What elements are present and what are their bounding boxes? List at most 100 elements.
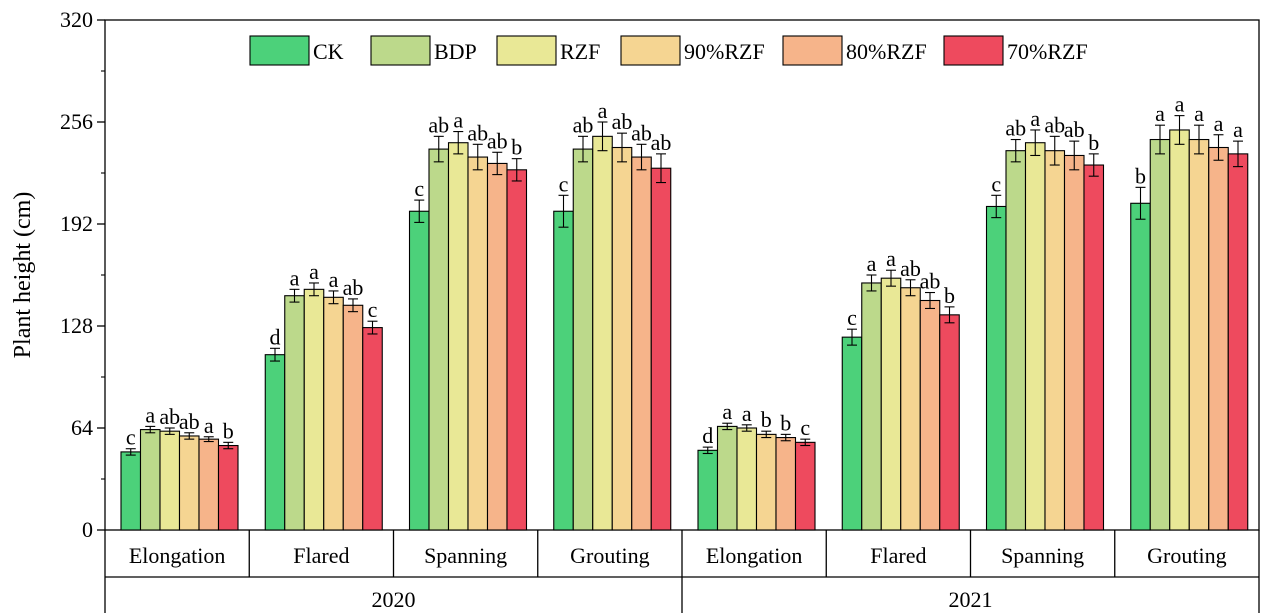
significance-letter: ab [900,256,921,281]
y-tick-label: 64 [71,415,93,440]
significance-letter: ab [428,112,449,137]
bar-90%RZF [611,146,633,531]
y-tick-label: 320 [60,7,93,32]
significance-letter: a [1194,101,1204,126]
bar-BDP [284,295,305,531]
stage-label: Spanning [424,543,507,568]
significance-letter: c [414,176,424,201]
y-tick-label: 128 [60,313,93,338]
bar-CK [841,336,863,531]
bar-CK [985,205,1007,531]
bar-80%RZF [342,304,364,531]
bar-CK [408,210,430,531]
significance-letter: ab [651,130,672,155]
bar-70%RZF [939,314,960,531]
bar-BDP [572,148,594,531]
bar-RZF [880,277,902,531]
stage-label: Elongation [129,543,226,568]
significance-letter: b [1135,163,1146,188]
significance-letter: c [368,297,378,322]
stage-label: Grouting [1147,543,1226,568]
legend-label: 80%RZF [846,39,927,64]
bar-CK [553,210,574,531]
significance-letter: b [761,407,772,432]
significance-letter: a [1233,117,1243,142]
y-tick-label: 0 [82,517,93,542]
significance-letter: ab [1064,117,1085,142]
bar-80%RZF [919,299,941,531]
significance-letter: a [1214,111,1224,136]
significance-letter: b [944,283,955,308]
legend-swatch [249,35,310,66]
significance-letter: ab [487,128,508,153]
year-label: 2020 [372,587,416,612]
bar-CK [120,451,142,531]
legend-swatch [496,35,557,66]
bar-90%RZF [755,433,777,531]
bar-70%RZF [362,327,383,531]
significance-letter: a [290,265,300,290]
significance-letter: a [886,246,896,271]
stage-label: Spanning [1001,543,1084,568]
legend: CK BDP RZF 90%RZF 80%RZF 70%RZF [249,35,1088,66]
significance-letter: b [511,135,522,160]
bar-80%RZF [198,438,220,531]
significance-letter: ab [631,120,652,145]
bar-80%RZF [775,437,797,531]
significance-letter: a [145,402,155,427]
bar-BDP [1005,150,1027,531]
bar-CK [697,449,719,531]
significance-letter: a [453,108,463,133]
significance-letter: d [270,324,281,349]
bar-80%RZF [486,162,508,531]
bar-90%RZF [467,156,489,531]
significance-letter: c [126,425,136,450]
legend-swatch [943,35,1004,66]
significance-letter: ab [467,120,488,145]
bar-80%RZF [1208,146,1229,531]
bar-BDP [716,425,738,531]
bar-CK [264,354,286,531]
bar-70%RZF [506,169,528,531]
significance-letter: a [1175,92,1185,117]
year-label: 2021 [949,587,993,612]
bar-80%RZF [631,156,652,531]
bar-RZF [592,135,613,531]
legend-label: RZF [560,39,600,64]
y-tick-label: 256 [60,109,93,134]
bars-layer [120,115,1249,531]
legend-swatch [620,35,681,66]
stage-label: Flared [870,543,926,568]
bar-BDP [139,429,161,531]
legend-swatch [370,35,431,66]
bar-90%RZF [1044,150,1066,531]
significance-letter: ab [612,109,633,134]
significance-letter: a [329,267,339,292]
bar-BDP [428,148,450,531]
significance-letter: ab [159,404,180,429]
bar-CK [1130,202,1151,531]
bar-RZF [1024,142,1046,531]
legend-label: BDP [434,39,477,64]
bar-RZF [1169,129,1190,531]
legend-label: CK [313,39,344,64]
stage-label: Elongation [706,543,803,568]
significance-letter: c [800,415,810,440]
significance-letter: ab [179,409,200,434]
bar-70%RZF [650,167,672,531]
significance-letter: a [309,259,319,284]
significance-letter: ab [343,275,364,300]
significance-letter: b [780,410,791,435]
stage-label: Flared [293,543,349,568]
stage-label: Grouting [570,543,649,568]
bar-70%RZF [1227,153,1249,531]
significance-letter: a [1030,106,1040,131]
significance-letter: b [1088,130,1099,155]
bar-BDP [861,282,882,531]
bar-BDP [1149,138,1171,531]
bar-RZF [159,430,181,531]
significance-letter: a [1155,101,1165,126]
significance-letter: c [991,171,1001,196]
